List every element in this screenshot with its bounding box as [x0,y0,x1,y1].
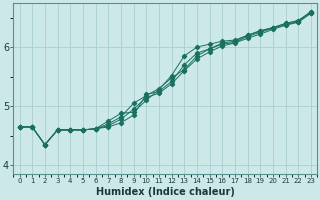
X-axis label: Humidex (Indice chaleur): Humidex (Indice chaleur) [96,187,235,197]
